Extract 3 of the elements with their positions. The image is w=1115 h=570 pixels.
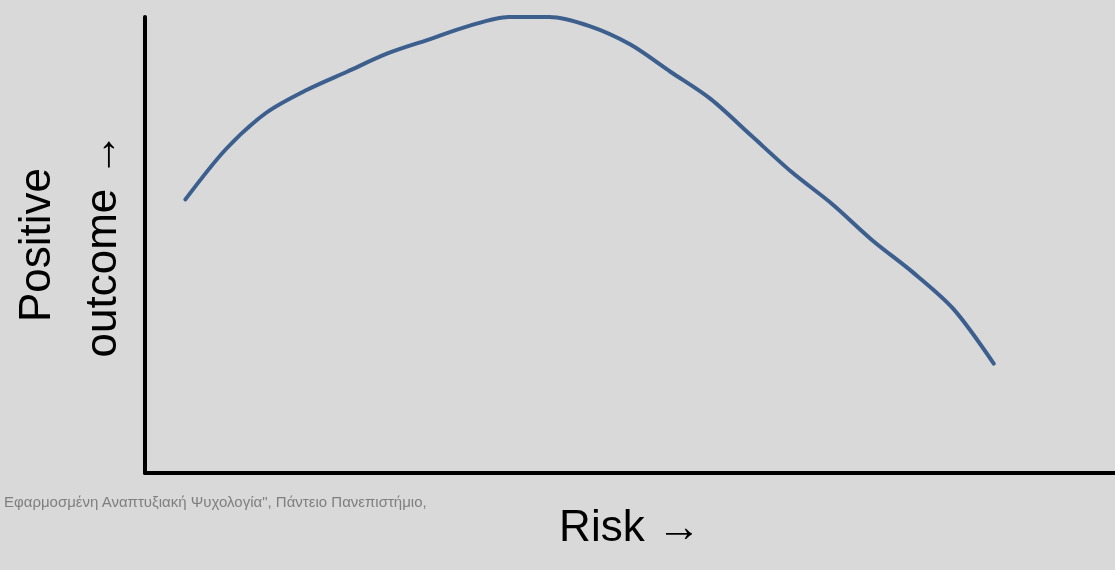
text: Εφαρμοσμένη Αναπτυξιακή Ψυχολογία", Πάντειο Πανεπιστήμιο, [4, 493, 427, 510]
y-axis-title: Positive outcome → [9, 132, 125, 358]
x-axis-title: Risk → [559, 500, 701, 550]
